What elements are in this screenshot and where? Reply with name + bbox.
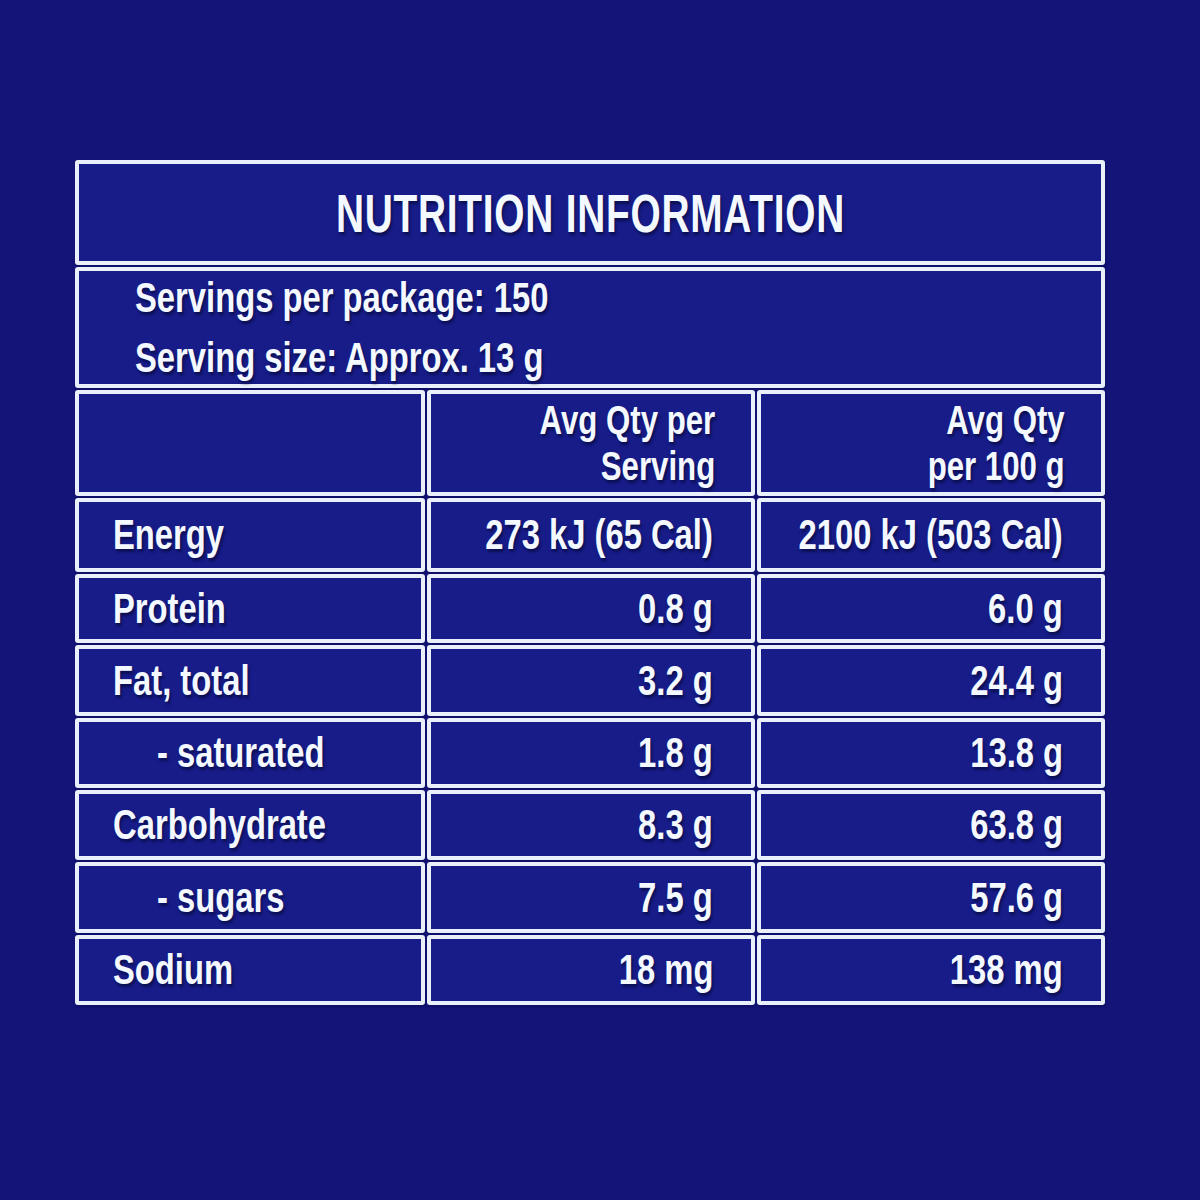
label-cell-sodium: Sodium (75, 935, 425, 1005)
protein-label: Protein (113, 585, 226, 633)
carbohydrate-label: Carbohydrate (113, 801, 326, 849)
saturated-per-100g: 13.8 g (970, 729, 1063, 777)
protein-per-serving: 0.8 g (638, 585, 713, 633)
carbohydrate-per-100g: 63.8 g (970, 801, 1063, 849)
nutrition-table: NUTRITION INFORMATION Servings per packa… (75, 160, 1105, 1005)
servings-per-package: Servings per package: 150 (135, 268, 548, 328)
value-protein-per-serving: 0.8 g (427, 574, 755, 643)
sodium-label: Sodium (113, 946, 233, 994)
value-protein-per-100g: 6.0 g (757, 574, 1105, 643)
value-carbohydrate-per-serving: 8.3 g (427, 790, 755, 860)
col-header-per-100g: Avg Qty per 100 g (928, 397, 1065, 489)
col-header-per-serving: Avg Qty per Serving (539, 397, 715, 489)
carbohydrate-per-serving: 8.3 g (638, 801, 713, 849)
serving-size: Serving size: Approx. 13 g (135, 328, 543, 388)
value-sodium-per-100g: 138 mg (757, 935, 1105, 1005)
sugars-per-serving: 7.5 g (638, 874, 713, 922)
label-cell-sugars: - sugars (75, 862, 425, 933)
col-header-per-serving-cell: Avg Qty per Serving (427, 390, 755, 496)
value-fat-total-per-serving: 3.2 g (427, 645, 755, 716)
saturated-label: - saturated (157, 729, 324, 777)
sodium-per-serving: 18 mg (618, 946, 713, 994)
label-cell-fat-total: Fat, total (75, 645, 425, 716)
fat-total-label: Fat, total (113, 657, 250, 705)
value-saturated-per-serving: 1.8 g (427, 718, 755, 788)
value-sugars-per-serving: 7.5 g (427, 862, 755, 933)
value-carbohydrate-per-100g: 63.8 g (757, 790, 1105, 860)
value-energy-per-serving: 273 kJ (65 Cal) (427, 498, 755, 572)
label-cell-energy: Energy (75, 498, 425, 572)
sodium-per-100g: 138 mg (950, 946, 1063, 994)
fat-total-per-100g: 24.4 g (970, 657, 1063, 705)
value-sugars-per-100g: 57.6 g (757, 862, 1105, 933)
servings-info: Servings per package: 150 Serving size: … (75, 267, 1105, 388)
sugars-label: - sugars (157, 874, 284, 922)
value-sodium-per-serving: 18 mg (427, 935, 755, 1005)
energy-per-serving: 273 kJ (65 Cal) (485, 511, 713, 559)
value-fat-total-per-100g: 24.4 g (757, 645, 1105, 716)
sugars-per-100g: 57.6 g (970, 874, 1063, 922)
label-cell-carbohydrate: Carbohydrate (75, 790, 425, 860)
value-energy-per-100g: 2100 kJ (503 Cal) (757, 498, 1105, 572)
energy-label: Energy (113, 511, 224, 559)
label-cell-saturated: - saturated (75, 718, 425, 788)
energy-per-100g: 2100 kJ (503 Cal) (799, 511, 1063, 559)
col-header-per-100g-cell: Avg Qty per 100 g (757, 390, 1105, 496)
nutrition-title: NUTRITION INFORMATION (336, 182, 845, 244)
value-saturated-per-100g: 13.8 g (757, 718, 1105, 788)
label-cell-protein: Protein (75, 574, 425, 643)
protein-per-100g: 6.0 g (988, 585, 1063, 633)
fat-total-per-serving: 3.2 g (638, 657, 713, 705)
nutrition-title-cell: NUTRITION INFORMATION (75, 160, 1105, 265)
saturated-per-serving: 1.8 g (638, 729, 713, 777)
col-header-empty (75, 390, 425, 496)
